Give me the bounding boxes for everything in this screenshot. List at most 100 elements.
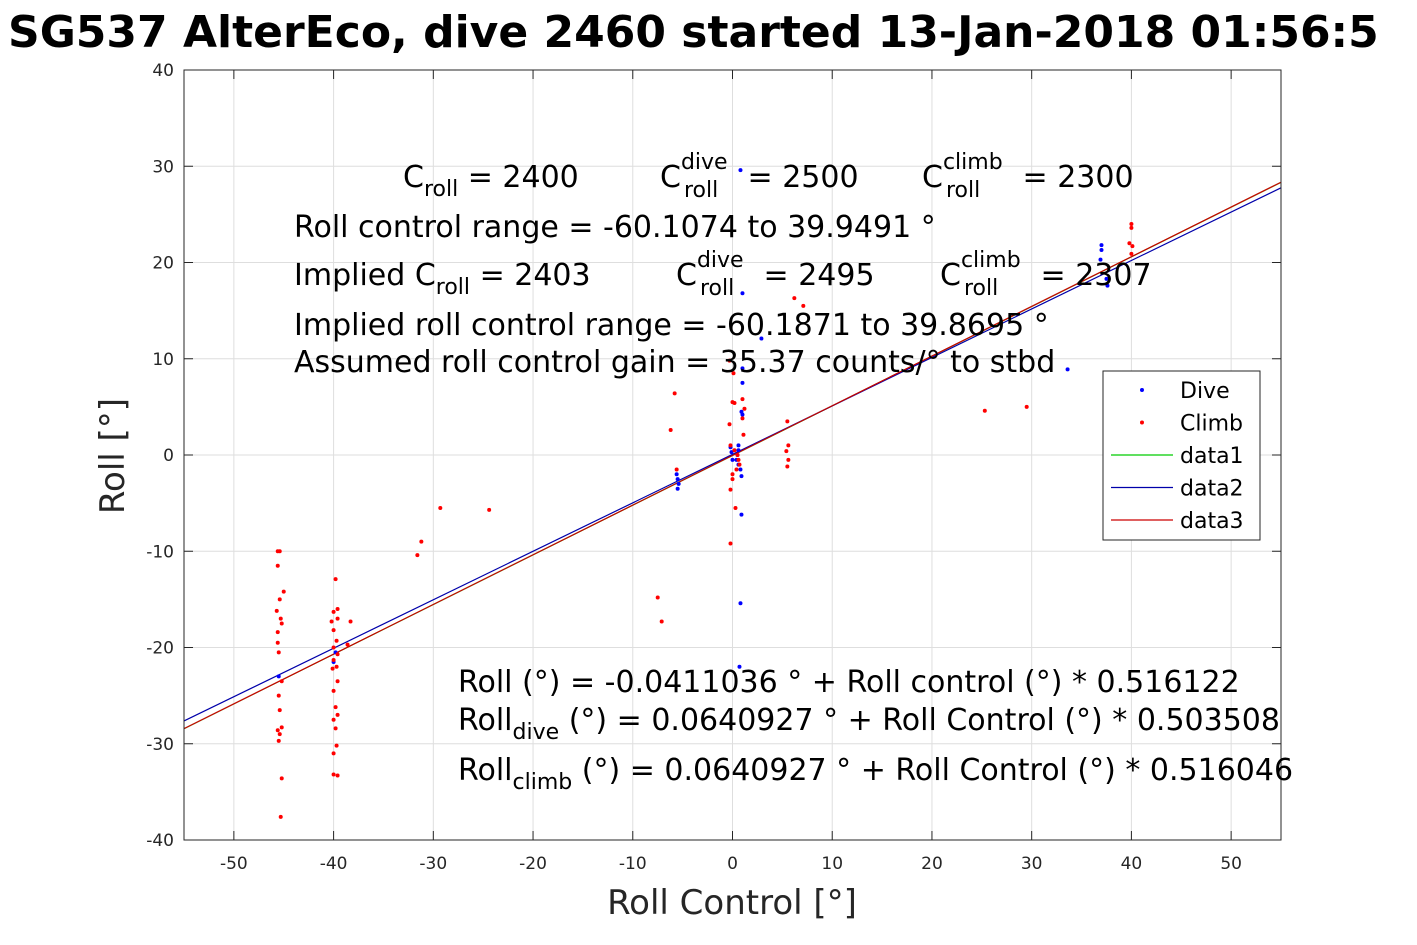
climb-point xyxy=(1129,225,1134,230)
dive-point xyxy=(674,472,679,477)
y-tick-label: 10 xyxy=(152,350,174,370)
dive-point xyxy=(737,664,742,669)
climb-point xyxy=(275,563,280,568)
data-points xyxy=(274,168,1135,819)
annotation-implied-c-roll: Implied Croll = 2403 xyxy=(294,258,591,300)
annotation-implied-c-roll-dive: Cdive roll = 2495 xyxy=(676,248,875,301)
dive-point xyxy=(738,601,743,606)
climb-point xyxy=(1130,244,1135,249)
annotation-gain: Assumed roll control gain = 35.37 counts… xyxy=(294,345,1055,380)
y-tick-label: 0 xyxy=(163,446,174,466)
climb-point xyxy=(331,717,336,722)
climb-point xyxy=(659,619,664,624)
climb-point xyxy=(733,505,738,510)
legend-label-climb: Climb xyxy=(1180,412,1243,437)
dive-point xyxy=(740,366,745,371)
x-tick-label: -50 xyxy=(220,854,248,874)
y-tick-label: 40 xyxy=(152,61,174,81)
climb-point xyxy=(330,666,335,671)
tick-labels: -50 -40 -30 -20 -10 0 10 20 30 40 50 -40 -30 -20 -10 0 1… xyxy=(146,61,1242,874)
legend-marker-climb xyxy=(1140,420,1144,425)
legend-label-data2: data2 xyxy=(1180,477,1244,502)
dive-point xyxy=(739,474,744,479)
climb-point xyxy=(278,616,283,621)
y-tick-label: 20 xyxy=(152,254,174,274)
dive-point xyxy=(1099,243,1104,248)
climb-point xyxy=(727,422,732,427)
x-tick-label: -10 xyxy=(619,854,647,874)
climb-point xyxy=(334,638,339,643)
dive-point xyxy=(676,481,681,486)
climb-point xyxy=(741,432,746,437)
dive-point xyxy=(729,450,734,455)
climb-point xyxy=(277,732,282,737)
climb-point xyxy=(731,371,736,376)
dive-point xyxy=(759,336,764,341)
climb-point xyxy=(786,443,791,448)
dive-point xyxy=(740,291,745,296)
climb-point xyxy=(333,705,338,710)
climb-point xyxy=(735,453,740,457)
dive-point xyxy=(740,412,745,417)
climb-point xyxy=(674,467,679,472)
climb-point xyxy=(275,640,280,645)
fit-line-data2 xyxy=(183,187,1282,722)
climb-point xyxy=(730,477,735,482)
climb-point xyxy=(276,693,281,698)
dive-point xyxy=(1065,367,1070,372)
climb-point xyxy=(331,772,336,777)
climb-point xyxy=(329,619,334,624)
climb-point xyxy=(277,708,282,713)
climb-point xyxy=(672,391,677,396)
dive-point xyxy=(1105,283,1110,288)
climb-point xyxy=(333,726,338,731)
climb-point xyxy=(277,549,282,554)
dive-point xyxy=(738,467,743,472)
climb-point xyxy=(737,462,742,467)
climb-point xyxy=(281,589,286,594)
climb-point xyxy=(487,507,492,512)
y-tick-label: -20 xyxy=(146,639,174,659)
annotation-implied-range: Implied roll control range = -60.1871 to… xyxy=(294,308,1049,343)
dive-point xyxy=(675,477,680,482)
x-tick-label: 10 xyxy=(821,854,843,874)
climb-point xyxy=(274,608,279,613)
climb-point xyxy=(335,679,340,684)
climb-point xyxy=(728,443,733,448)
climb-point xyxy=(438,505,443,510)
climb-point xyxy=(331,751,336,756)
climb-point xyxy=(728,541,733,546)
y-tick-label: -10 xyxy=(146,542,174,562)
x-tick-label: -40 xyxy=(320,854,348,874)
legend-marker-dive xyxy=(1140,388,1144,392)
annotation-fit-climb: Rollclimb (°) = 0.0640927 ° + Roll Contr… xyxy=(458,753,1293,795)
climb-point xyxy=(785,464,790,469)
x-tick-label: 0 xyxy=(727,854,738,874)
x-axis-label: Roll Control [°] xyxy=(607,883,857,923)
climb-point xyxy=(279,725,284,730)
climb-point xyxy=(1129,222,1134,226)
climb-point xyxy=(277,597,282,602)
climb-point xyxy=(732,401,737,406)
climb-point xyxy=(728,487,733,492)
climb-point xyxy=(786,457,791,462)
legend: Dive Climb data1 data2 data3 xyxy=(1102,370,1261,541)
climb-point xyxy=(740,397,745,402)
x-tick-label: 40 xyxy=(1121,854,1143,874)
ticks xyxy=(184,69,1281,841)
climb-point xyxy=(801,303,806,308)
climb-point xyxy=(1024,404,1029,409)
dive-point xyxy=(736,448,741,453)
y-tick-label: 30 xyxy=(152,157,174,177)
climb-point xyxy=(278,814,283,819)
dive-point xyxy=(1099,247,1104,252)
climb-point xyxy=(279,776,284,781)
climb-point xyxy=(334,743,339,748)
climb-point xyxy=(1127,241,1132,246)
x-tick-label: 30 xyxy=(1021,854,1043,874)
climb-point xyxy=(331,658,336,663)
annotation-c-roll-dive: Cdive roll = 2500 xyxy=(660,150,859,203)
climb-point xyxy=(279,621,284,626)
climb-point xyxy=(331,645,336,650)
